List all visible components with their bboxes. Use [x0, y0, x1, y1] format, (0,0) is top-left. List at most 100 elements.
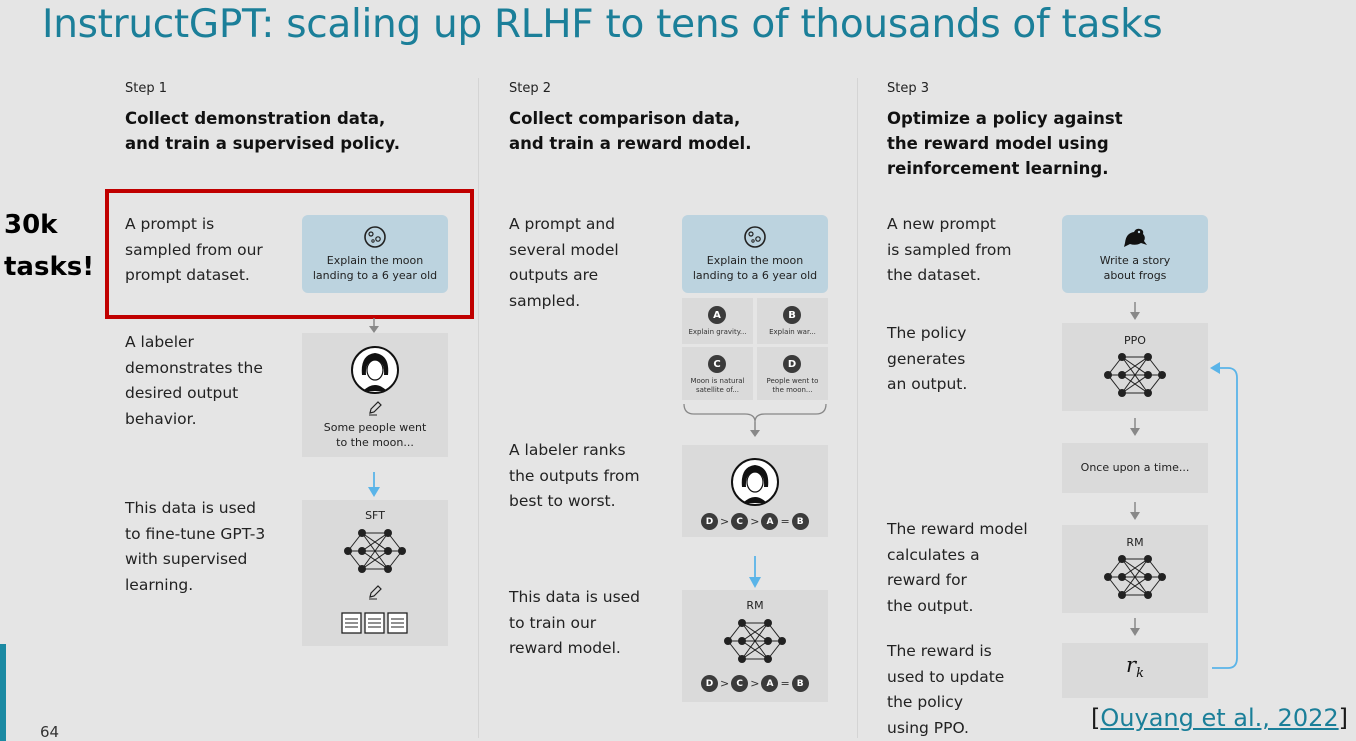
prompt-line: Explain the moon	[706, 254, 804, 267]
nn-edge	[1121, 558, 1149, 596]
output-line: Moon is natural	[690, 377, 745, 385]
desc-line: learning.	[125, 575, 194, 594]
tasks-badge: 30k tasks!	[4, 204, 94, 288]
prompt-text: Explain the moon landing to a 6 year old	[302, 253, 448, 283]
labeler-avatar-icon	[351, 346, 399, 394]
step2-prompt-box: Explain the moon landing to a 6 year old	[682, 215, 828, 293]
nn-node	[398, 547, 406, 555]
reward-subscript: k	[1136, 666, 1144, 682]
ranking-row: D > C > A = B	[701, 675, 809, 692]
step3-label: Step 3	[887, 81, 930, 96]
step2-heading-line: Collect comparison data,	[509, 109, 741, 128]
desc-line: to fine-tune GPT-3	[125, 524, 266, 543]
feedback-loop-arrow-icon	[1210, 362, 1238, 669]
rank-op: =	[780, 677, 790, 690]
tasks-badge-line2: tasks!	[4, 252, 95, 282]
desc-line: The reward is	[887, 642, 992, 660]
moon-icon	[364, 226, 386, 248]
step1-desc-finetune: This data is used to fine-tune GPT-3 wit…	[125, 496, 265, 598]
citation-close-bracket: ]	[1338, 704, 1348, 732]
step3-desc-rm: The reward model calculates a reward for…	[887, 517, 1028, 619]
nn-edge	[1121, 356, 1149, 394]
step3-heading-line: the reward model using	[887, 134, 1109, 153]
step1-prompt-box: Explain the moon landing to a 6 year old	[302, 215, 448, 293]
nn-node	[384, 565, 392, 573]
rank-letter: D	[701, 675, 718, 692]
nn-node	[1144, 555, 1152, 563]
step3-output-box: Once upon a time...	[1062, 443, 1208, 493]
step2-heading: Collect comparison data, and train a rew…	[509, 106, 751, 156]
step2-label: Step 2	[509, 81, 552, 96]
desc-line: behavior.	[125, 409, 197, 428]
nn-node	[764, 619, 772, 627]
desc-line: generates	[887, 349, 966, 368]
desc-line: A prompt and	[509, 215, 615, 233]
step3-prompt-box: Write a story about frogs	[1062, 215, 1208, 293]
output-card-c: C Moon is natural satellite of...	[682, 347, 753, 400]
nn-node	[1144, 353, 1152, 361]
step3-heading-line: Optimize a policy against	[887, 109, 1123, 128]
step2-desc-sample: A prompt and several model outputs are s…	[509, 212, 619, 314]
nn-node	[384, 547, 392, 555]
nn-node	[1144, 371, 1152, 379]
output-line: satellite of...	[695, 386, 739, 394]
arrow-down-blue-icon	[368, 472, 380, 497]
step1-heading-line: Collect demonstration data,	[125, 109, 386, 128]
desc-line: reward model.	[509, 639, 621, 657]
output-text: People went to the moon...	[757, 377, 828, 395]
nn-node	[1118, 573, 1126, 581]
step3-ppo-box: PPO	[1062, 323, 1208, 411]
citation-link[interactable]: Ouyang et al., 2022	[1100, 704, 1339, 732]
sft-label: SFT	[365, 509, 385, 522]
nn-node	[358, 547, 366, 555]
brace-arrow-icon	[683, 403, 827, 437]
output-letter: C	[708, 355, 726, 373]
arrow-down-blue-icon	[749, 556, 761, 588]
output-line: People went to	[766, 377, 819, 385]
desc-line: using PPO.	[887, 718, 969, 737]
page-number: 64	[40, 723, 60, 741]
rank-op: >	[720, 677, 730, 690]
desc-line: A labeler	[125, 333, 194, 351]
step3-heading-line: reinforcement learning.	[887, 159, 1109, 178]
desc-line: demonstrates the	[125, 358, 263, 377]
citation-open-bracket: [	[1091, 704, 1101, 732]
demo-line: Some people went	[323, 421, 427, 434]
desc-line: The reward model	[887, 520, 1028, 538]
nn-node	[1118, 555, 1126, 563]
rank-op: >	[750, 677, 760, 690]
rank-op: =	[780, 515, 790, 528]
citation: [Ouyang et al., 2022]	[1091, 704, 1348, 732]
nn-edge	[361, 550, 389, 570]
nn-node	[344, 547, 352, 555]
ppo-label: PPO	[1124, 334, 1146, 347]
nn-edge	[361, 532, 389, 570]
pencil-icon	[369, 585, 382, 600]
reward-r: r	[1126, 653, 1137, 677]
desc-line: the output.	[887, 596, 974, 615]
prompt-text: Write a story about frogs	[1062, 253, 1208, 283]
neural-network-icon	[344, 529, 406, 573]
step3-desc-policy: The policy generates an output.	[887, 321, 967, 398]
nn-node	[1158, 371, 1166, 379]
nn-node	[1118, 591, 1126, 599]
rank-letter: B	[791, 513, 809, 530]
desc-line: The policy	[887, 324, 967, 342]
arrow-down-icon	[1130, 302, 1140, 320]
rank-letter: D	[701, 513, 718, 530]
slide-title: InstructGPT: scaling up RLHF to tens of …	[42, 2, 1163, 47]
nn-edge	[1121, 558, 1149, 578]
prompt-line: landing to a 6 year old	[312, 269, 438, 282]
desc-line: is sampled from	[887, 240, 1012, 259]
column-divider	[478, 78, 479, 738]
desc-line: used to update	[887, 667, 1005, 686]
prompt-text: Explain the moon landing to a 6 year old	[682, 253, 828, 283]
rank-letter: A	[761, 513, 779, 530]
arrow-down-icon	[1130, 418, 1140, 436]
step3-desc-update: The reward is used to update the policy …	[887, 639, 1004, 741]
desc-line: the outputs from	[509, 466, 640, 485]
nn-node	[358, 529, 366, 537]
demo-text: Some people went to the moon...	[302, 420, 448, 450]
rm-label: RM	[746, 599, 764, 612]
desc-line: reward for	[887, 571, 967, 589]
